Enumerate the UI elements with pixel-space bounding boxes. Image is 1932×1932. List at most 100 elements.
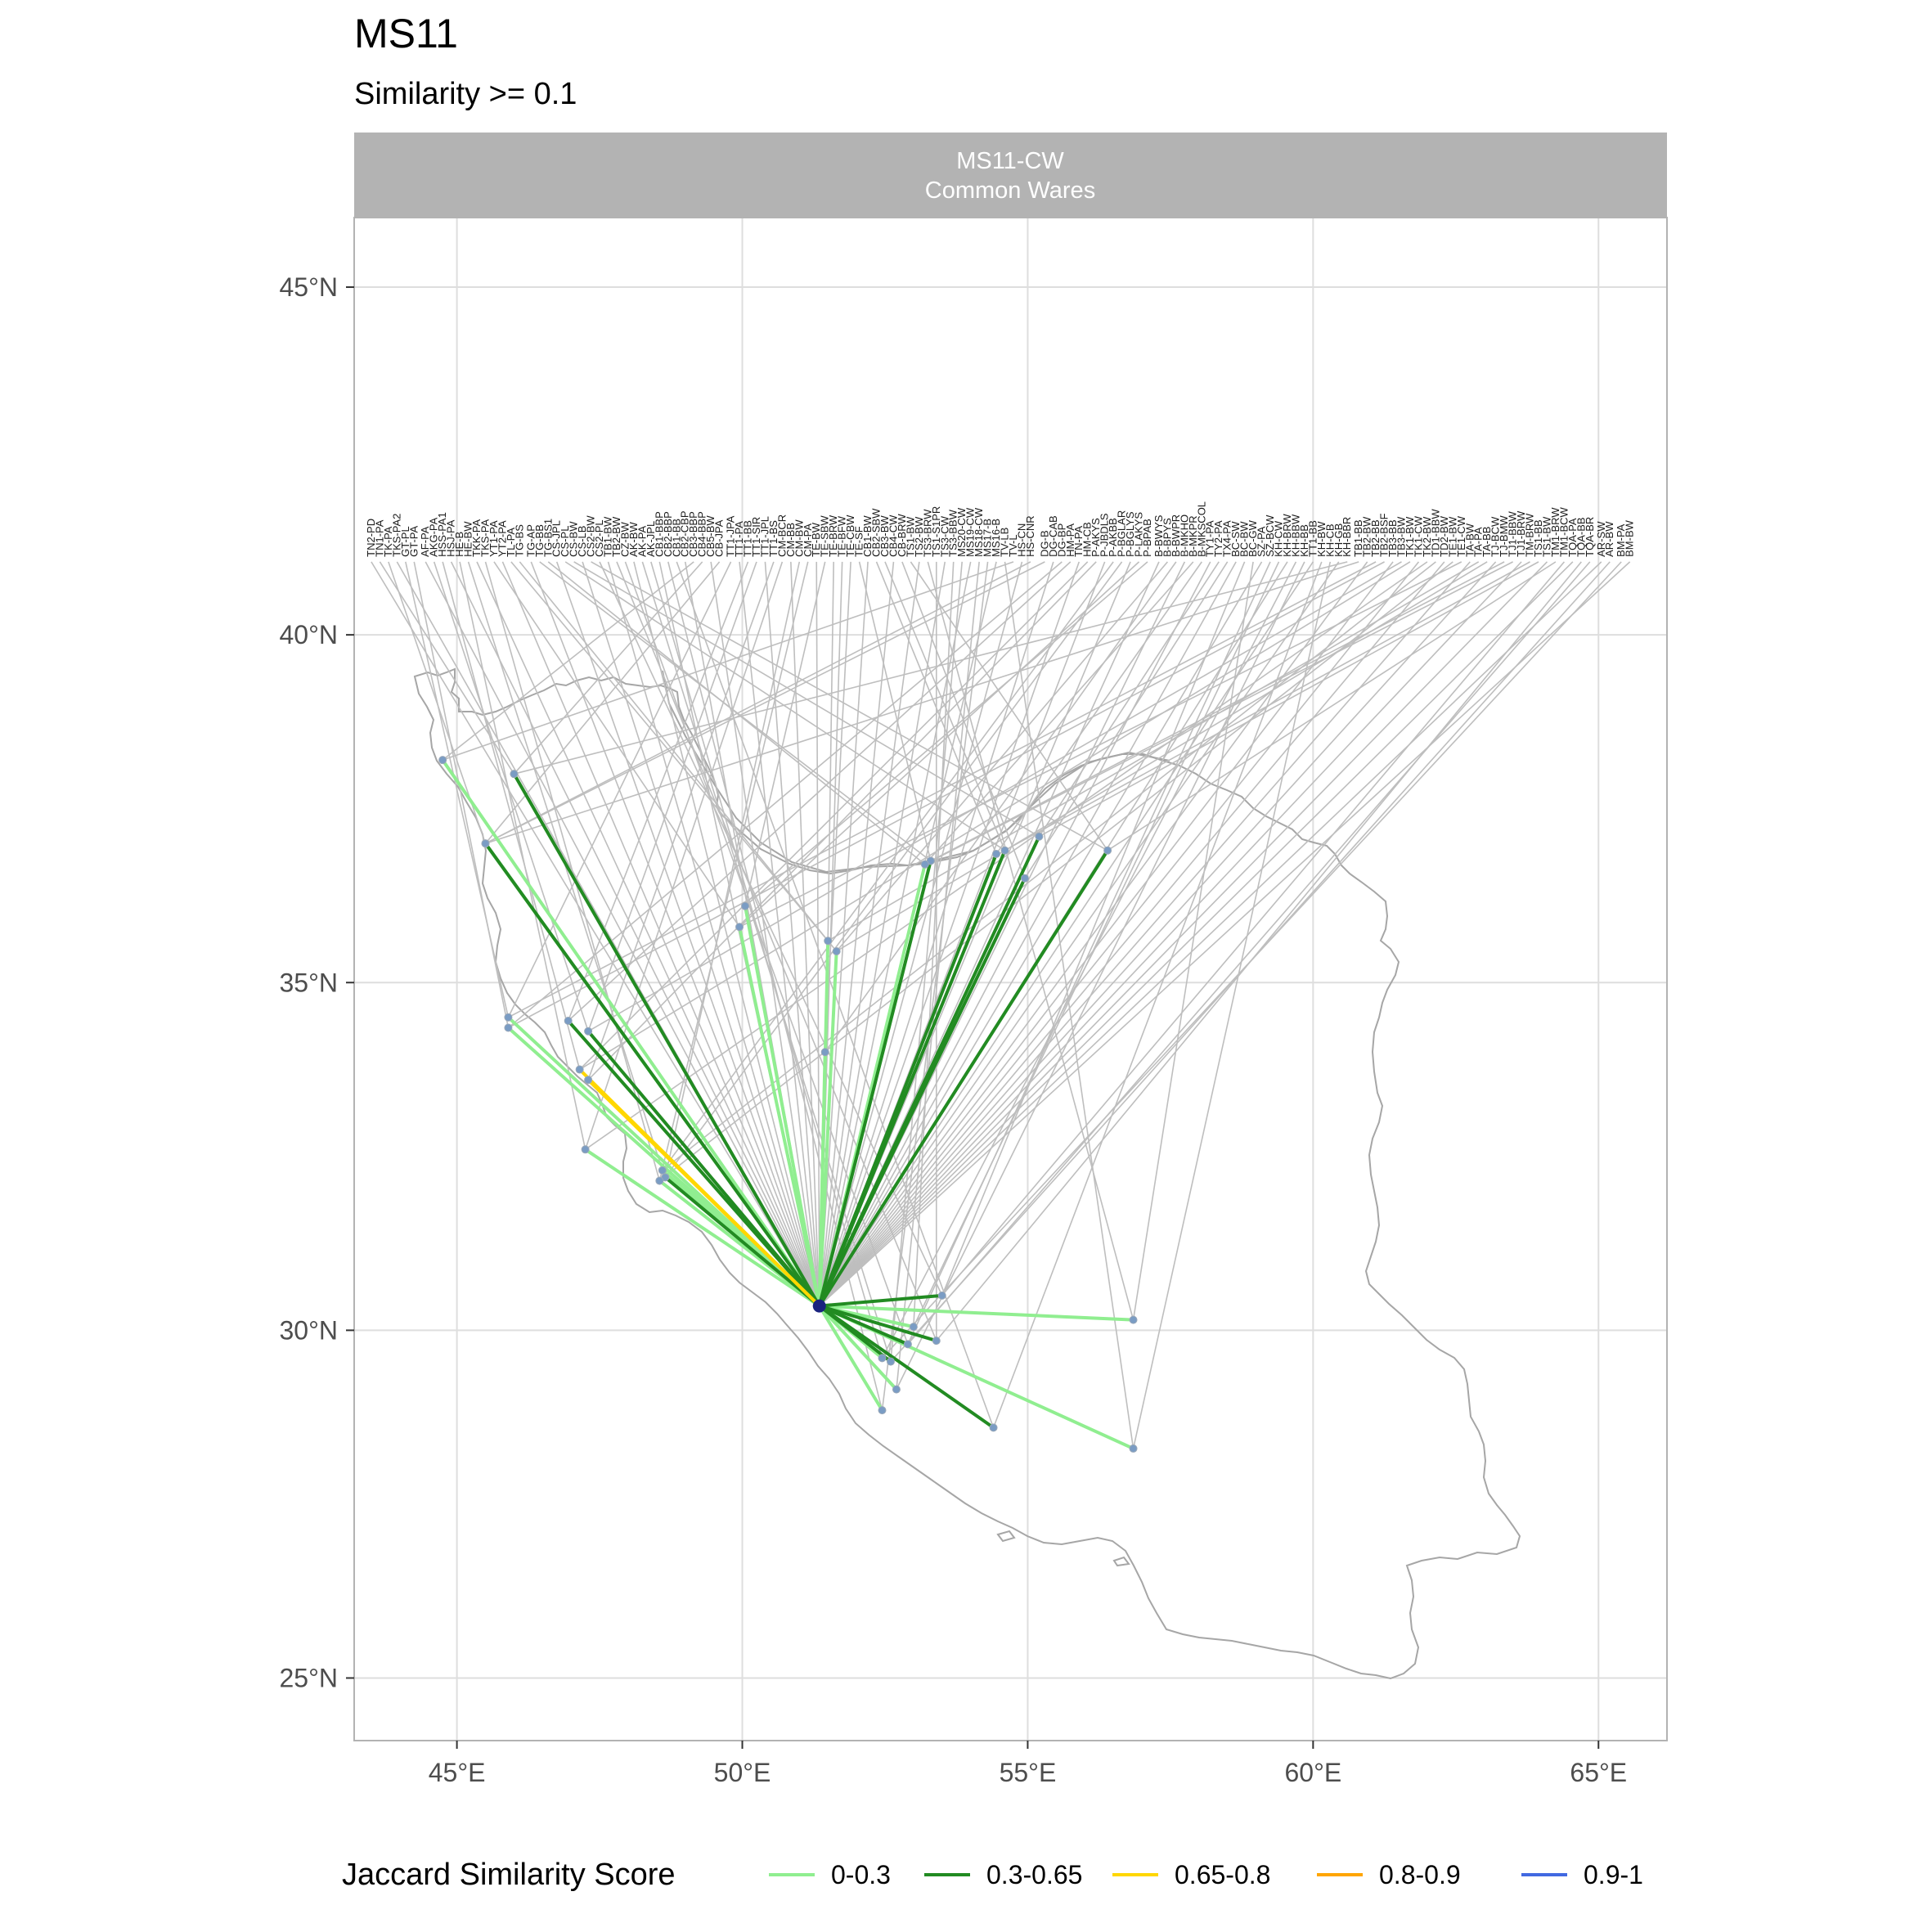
site-label: HSS-PA1 bbox=[436, 512, 448, 557]
label-leader-line bbox=[633, 561, 820, 1306]
site-label: CS-PL bbox=[559, 526, 571, 557]
site-label: CB-JPA bbox=[713, 519, 726, 557]
site-point bbox=[1103, 846, 1112, 855]
site-label: TA-BW bbox=[1463, 523, 1476, 557]
label-leader-line bbox=[442, 561, 1014, 761]
site-label: CB2-BBP bbox=[662, 511, 674, 557]
site-label: TG-AP bbox=[524, 524, 537, 557]
legend-title: Jaccard Similarity Score bbox=[342, 1858, 676, 1892]
label-leader-line bbox=[607, 561, 820, 1306]
site-label: B-BPYS bbox=[1161, 518, 1173, 557]
label-leader-line bbox=[890, 561, 963, 1362]
site-label: TB1-BB bbox=[1352, 519, 1364, 557]
label-leader-line bbox=[819, 561, 1394, 1307]
site-point bbox=[1000, 846, 1009, 855]
site-label: TM1-BCW bbox=[1557, 506, 1570, 556]
site-label: TJ1-BBW bbox=[1507, 511, 1519, 557]
label-leader-line bbox=[591, 561, 1108, 851]
site-point bbox=[892, 1385, 901, 1394]
country-border bbox=[413, 667, 1521, 1680]
site-label: CM-BB bbox=[784, 523, 797, 557]
similarity-link-0-0.3 bbox=[744, 904, 821, 1308]
site-label: TKK-PA bbox=[470, 519, 483, 557]
site-label: TN-PA bbox=[1072, 525, 1085, 556]
site-label: B-MKHO bbox=[1178, 514, 1190, 557]
site-label: CB3-BW bbox=[878, 515, 891, 557]
site-label: TV-LB bbox=[999, 528, 1011, 557]
site-label: AKG-PA bbox=[428, 517, 440, 556]
site-point bbox=[1035, 832, 1044, 841]
label-leader-line bbox=[819, 561, 1340, 1307]
site-label: AF-PA bbox=[419, 526, 431, 557]
label-leader-line bbox=[530, 561, 820, 1306]
site-label: TQA-BB bbox=[1575, 517, 1587, 556]
site-label: TT1-SIR bbox=[750, 517, 762, 557]
site-point bbox=[820, 1048, 829, 1057]
site-label: TB2-BW bbox=[1361, 516, 1373, 557]
label-leader-line bbox=[501, 561, 820, 1306]
label-leader-line bbox=[941, 561, 1246, 1296]
chart-title: MS11 bbox=[354, 11, 458, 56]
site-label: TE-SF bbox=[853, 526, 865, 557]
y-tick-label: 45°N bbox=[280, 272, 339, 302]
site-label: CB2-CBP bbox=[679, 511, 691, 557]
legend-label: 0.3-0.65 bbox=[986, 1860, 1082, 1889]
site-label: TB2-BB bbox=[1369, 519, 1382, 557]
facet-strip-label-name: Common Wares bbox=[925, 177, 1095, 204]
site-label: P-AKBB bbox=[1107, 518, 1119, 557]
chart-subtitle: Similarity >= 0.1 bbox=[354, 77, 577, 111]
similarity-links bbox=[441, 758, 1135, 1450]
label-leader-line bbox=[484, 561, 721, 844]
site-label: TG-BB bbox=[533, 524, 546, 557]
label-leader-line bbox=[664, 561, 1123, 1178]
site-label: SZ-BCW bbox=[1264, 514, 1276, 557]
site-label: TE1-BW bbox=[1446, 516, 1458, 557]
site-point bbox=[824, 937, 833, 946]
similarity-link-0.3-0.65 bbox=[483, 842, 821, 1308]
label-leader-line bbox=[485, 561, 1359, 844]
site-label: P-BGLAR bbox=[1116, 510, 1128, 557]
site-label: BC-BW bbox=[1238, 521, 1251, 557]
site-point bbox=[655, 1176, 664, 1185]
similarity-link-0.65-0.8 bbox=[586, 1078, 821, 1308]
label-leader-line bbox=[658, 561, 809, 1181]
label-leader-line bbox=[913, 561, 1280, 1328]
label-leader-line bbox=[658, 561, 1453, 1182]
site-label: CB1-BB bbox=[670, 519, 682, 557]
label-leader-line bbox=[910, 561, 1108, 851]
label-leader-line bbox=[579, 561, 1411, 1071]
site-label: B-BWPR bbox=[1170, 514, 1182, 557]
site-label: TG-BS1 bbox=[541, 519, 554, 557]
label-leader-line bbox=[819, 561, 1522, 1307]
site-point bbox=[992, 849, 1001, 858]
site-label: TE-SBW bbox=[819, 515, 831, 557]
label-leader-line bbox=[790, 561, 820, 1306]
plot-panel bbox=[354, 218, 1667, 1741]
site-point bbox=[937, 1291, 946, 1300]
site-label: TT1-BB bbox=[1306, 520, 1319, 557]
label-leader-line bbox=[941, 561, 1566, 1296]
similarity-link-0.3-0.65 bbox=[817, 1304, 995, 1430]
label-leader-line bbox=[924, 561, 1513, 865]
label-leader-line bbox=[881, 561, 1622, 1359]
label-leader-line bbox=[819, 561, 1471, 1307]
label-leader-line bbox=[587, 561, 1402, 1032]
site-label: TE-BRW bbox=[827, 514, 839, 557]
label-leader-line bbox=[824, 561, 1177, 1053]
site-point bbox=[1129, 1444, 1138, 1453]
site-label: TQA-BR bbox=[1584, 517, 1596, 557]
similarity-link-0.3-0.65 bbox=[817, 876, 1027, 1308]
site-label: TB3-BW bbox=[1395, 516, 1408, 557]
caspian-coast-outline bbox=[662, 670, 1170, 874]
site-label: TKS-PA bbox=[479, 519, 492, 557]
site-label: TJ1-BRW bbox=[1515, 510, 1527, 557]
site-label: CM-BCR bbox=[775, 514, 788, 557]
site-label: GT-PA bbox=[407, 525, 420, 556]
label-leader-line bbox=[433, 561, 589, 1032]
label-leader-line bbox=[442, 561, 581, 1070]
site-label: KH-CB bbox=[1323, 523, 1336, 556]
site-label: TS3-BBW bbox=[947, 509, 959, 557]
site-label: TX4-PA bbox=[1221, 520, 1233, 557]
site-label: TE-BW bbox=[810, 522, 822, 557]
label-leader-line bbox=[818, 561, 1023, 1306]
